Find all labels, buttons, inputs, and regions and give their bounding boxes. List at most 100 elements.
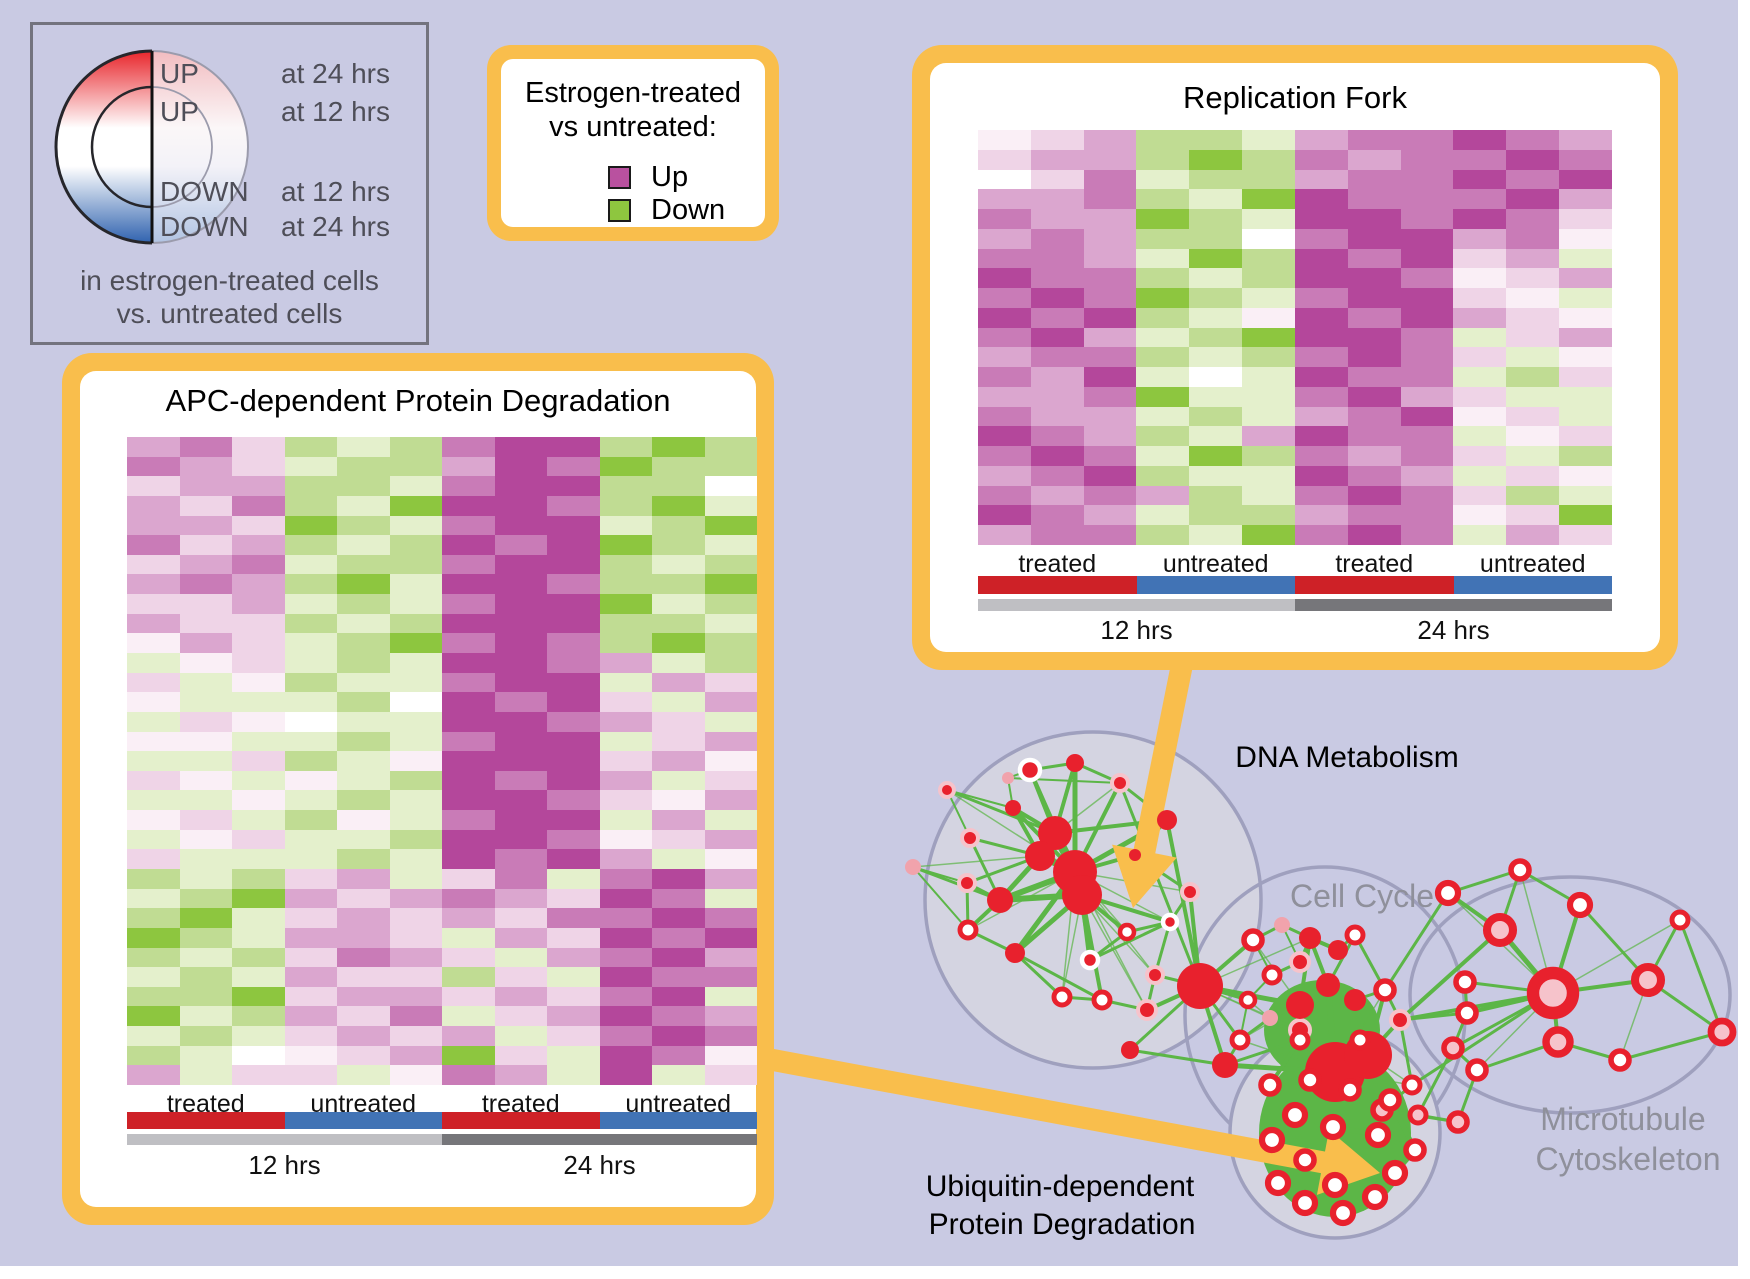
heatmap-cell bbox=[704, 495, 757, 516]
heatmap-cell bbox=[1400, 465, 1454, 486]
treatment-bar-segment bbox=[1453, 576, 1612, 594]
replication-fork-panel: Replication Fork treated untreated treated… bbox=[912, 45, 1678, 670]
heatmap-cell bbox=[232, 515, 285, 536]
heatmap-cell bbox=[1559, 525, 1612, 545]
heatmap-cell bbox=[1083, 525, 1137, 545]
heatmap-cell bbox=[1136, 130, 1190, 150]
heatmap-cell bbox=[442, 849, 495, 869]
heatmap-cell bbox=[389, 613, 442, 634]
heatmap-cell bbox=[494, 790, 547, 811]
heatmap-cell bbox=[1400, 406, 1454, 427]
network-node bbox=[1298, 1068, 1322, 1092]
heatmap-cell bbox=[337, 947, 390, 968]
ring-row-time: at 24 hrs bbox=[281, 211, 390, 242]
heatmap-cell bbox=[1559, 505, 1612, 526]
network-node bbox=[1017, 757, 1043, 783]
heatmap-cell bbox=[1400, 268, 1454, 289]
heatmap-cell bbox=[1453, 525, 1507, 545]
heatmap-cell bbox=[599, 947, 652, 968]
heatmap-cell bbox=[284, 1045, 337, 1066]
heatmap-cell bbox=[389, 829, 442, 850]
heatmap-cell bbox=[127, 869, 180, 889]
heatmap-cell bbox=[442, 888, 495, 909]
heatmap-cell bbox=[494, 908, 547, 928]
heatmap-cell bbox=[127, 653, 180, 673]
heatmap-cell bbox=[652, 947, 705, 968]
heatmap-cell bbox=[1083, 169, 1137, 190]
heatmap-cell bbox=[389, 790, 442, 811]
heatmap-cell bbox=[547, 476, 600, 496]
replication-time-labels: 12 hrs 24 hrs bbox=[978, 615, 1612, 646]
heatmap-cell bbox=[179, 476, 232, 496]
heatmap-cell bbox=[1136, 386, 1190, 407]
heatmap-cell bbox=[442, 1065, 495, 1085]
heatmap-cell bbox=[547, 849, 600, 869]
network-node bbox=[1038, 816, 1072, 850]
heatmap-cell bbox=[1189, 248, 1243, 269]
network-node bbox=[1241, 928, 1265, 952]
heatmap-cell bbox=[1453, 347, 1507, 368]
network-node bbox=[1145, 965, 1165, 985]
heatmap-cell bbox=[127, 751, 180, 771]
heatmap-cell bbox=[389, 986, 442, 1007]
ring-legend-row: DOWN at 24 hrs bbox=[160, 211, 390, 243]
network-node bbox=[1286, 991, 1314, 1019]
heatmap-cell bbox=[232, 1026, 285, 1046]
heatmap-cell bbox=[1189, 485, 1243, 506]
heatmap-cell bbox=[547, 770, 600, 791]
ring-row-direction: UP bbox=[160, 96, 199, 127]
heatmap-cell bbox=[978, 485, 1031, 506]
heatmap-cell bbox=[599, 849, 652, 869]
heatmap-cell bbox=[389, 692, 442, 712]
heatmap-cell bbox=[1559, 446, 1612, 466]
heatmap-cell bbox=[1242, 149, 1295, 170]
heatmap-cell bbox=[599, 456, 652, 477]
heatmap-cell bbox=[1030, 169, 1084, 190]
heatmap-cell bbox=[1189, 288, 1243, 308]
heatmap-cell bbox=[1506, 288, 1560, 308]
heatmap-cell bbox=[547, 594, 600, 614]
heatmap-cell bbox=[179, 711, 232, 732]
time-bar-segment bbox=[442, 1134, 757, 1145]
network-node bbox=[1381, 1159, 1409, 1187]
heatmap-cell bbox=[442, 633, 495, 653]
heatmap-cell bbox=[652, 692, 705, 712]
heatmap-cell bbox=[1242, 347, 1295, 368]
heatmap-cell bbox=[547, 1065, 600, 1085]
heatmap-cell bbox=[337, 888, 390, 909]
heatmap-cell bbox=[494, 535, 547, 555]
heatmap-cell bbox=[232, 1006, 285, 1027]
heatmap-cell bbox=[179, 967, 232, 987]
heatmap-cell bbox=[232, 476, 285, 496]
heatmap-cell bbox=[599, 927, 652, 948]
heatmap-cell bbox=[1242, 446, 1295, 466]
heatmap-cell bbox=[547, 633, 600, 653]
ring-legend-caption-line1: in estrogen-treated cells bbox=[80, 265, 379, 296]
heatmap-cell bbox=[389, 554, 442, 575]
network-node bbox=[1407, 1104, 1429, 1126]
heatmap-cell bbox=[127, 456, 180, 477]
heatmap-cell bbox=[284, 456, 337, 477]
heatmap-cell bbox=[978, 386, 1031, 407]
heatmap-cell bbox=[1136, 347, 1190, 368]
heatmap-cell bbox=[179, 927, 232, 948]
heatmap-cell bbox=[337, 633, 390, 653]
apc-time-bar bbox=[127, 1134, 757, 1145]
inner-ring-outline-right bbox=[151, 86, 213, 208]
heatmap-cell bbox=[232, 947, 285, 968]
heatmap-cell bbox=[599, 888, 652, 909]
network-edge bbox=[1013, 951, 1104, 1002]
heatmap-cell bbox=[1030, 189, 1084, 210]
time-point-label: 12 hrs bbox=[1100, 615, 1173, 645]
heatmap-cell bbox=[1189, 209, 1243, 229]
heatmap-cell bbox=[1347, 288, 1401, 308]
network-node bbox=[1264, 1169, 1292, 1197]
heatmap-cell bbox=[442, 672, 495, 693]
heatmap-cell bbox=[1294, 446, 1348, 466]
heatmap-cell bbox=[442, 653, 495, 673]
heatmap-cell bbox=[1030, 288, 1084, 308]
heatmap-cell bbox=[1242, 505, 1295, 526]
heatmap-cell bbox=[652, 751, 705, 771]
heatmap-cell bbox=[284, 672, 337, 693]
heatmap-cell bbox=[442, 515, 495, 536]
